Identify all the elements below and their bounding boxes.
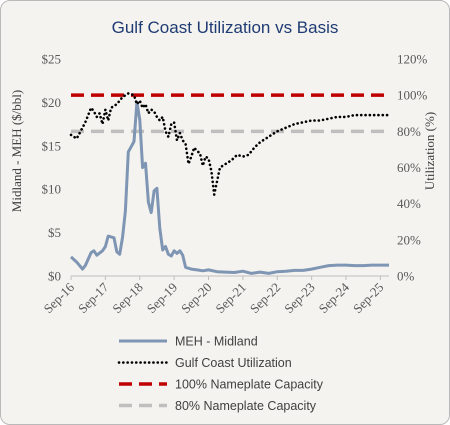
right-tick-label: 40% bbox=[397, 196, 421, 211]
left-tick-label: $20 bbox=[42, 95, 62, 110]
right-tick-label: 80% bbox=[397, 124, 421, 139]
left-tick-label: $15 bbox=[42, 138, 62, 153]
x-tick-label: Sep-18 bbox=[109, 280, 146, 317]
x-axis-ticks: Sep-16Sep-17Sep-18Sep-19Sep-20Sep-21Sep-… bbox=[40, 276, 387, 317]
x-tick-label: Sep-25 bbox=[350, 280, 387, 317]
x-tick-label: Sep-21 bbox=[212, 280, 249, 317]
x-tick-label: Sep-19 bbox=[144, 280, 181, 317]
right-tick-label: 20% bbox=[397, 232, 421, 247]
right-axis-title: Utilization (%) bbox=[422, 112, 437, 190]
right-tick-label: 60% bbox=[397, 160, 421, 175]
right-tick-label: 120% bbox=[397, 52, 428, 67]
right-tick-label: 100% bbox=[397, 88, 428, 103]
legend-label: 100% Nameplate Capacity bbox=[175, 378, 324, 392]
legend-label: MEH - Midland bbox=[175, 335, 258, 349]
plot-area bbox=[69, 92, 391, 277]
left-tick-label: $0 bbox=[48, 269, 61, 284]
left-axis-title: Midland - MEH ($/bbl) bbox=[9, 90, 24, 212]
x-tick-label: Sep-22 bbox=[247, 280, 284, 317]
x-tick-label: Sep-17 bbox=[75, 279, 112, 316]
right-tick-label: 0% bbox=[397, 269, 415, 284]
basis-line bbox=[69, 100, 389, 275]
legend-label: Gulf Coast Utilization bbox=[175, 356, 292, 370]
left-tick-label: $25 bbox=[42, 52, 62, 67]
series-lines bbox=[69, 92, 391, 275]
left-tick-label: $5 bbox=[48, 225, 61, 240]
x-tick-label: Sep-24 bbox=[315, 279, 352, 316]
legend: MEH - Midland Gulf Coast Utilization 100% … bbox=[117, 335, 324, 413]
left-axis-ticks: $0 $5 $10 $15 $20 $25 bbox=[42, 52, 62, 284]
x-tick-label: Sep-20 bbox=[178, 280, 215, 317]
left-tick-label: $10 bbox=[42, 182, 62, 197]
legend-label: 80% Nameplate Capacity bbox=[175, 399, 317, 413]
utilization-line bbox=[69, 92, 391, 196]
x-tick-label: Sep-16 bbox=[40, 279, 77, 316]
chart-title: Gulf Coast Utilization vs Basis bbox=[112, 18, 339, 37]
right-axis-ticks: 0% 20% 40% 60% 80% 100% 120% bbox=[397, 52, 428, 284]
x-tick-label: Sep-23 bbox=[281, 280, 318, 317]
